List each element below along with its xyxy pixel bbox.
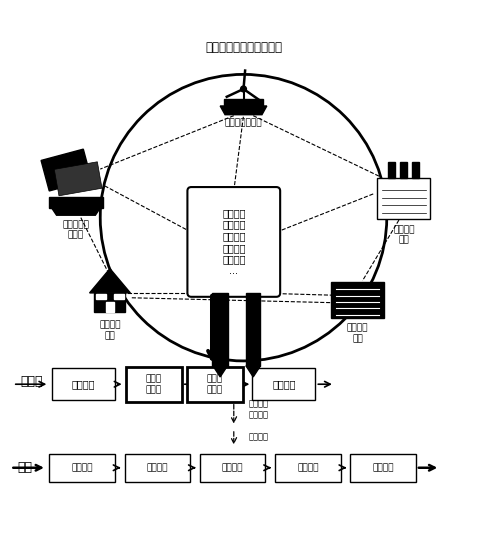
Bar — [252, 369, 316, 400]
Polygon shape — [213, 366, 227, 377]
Text: 父链区块: 父链区块 — [147, 463, 168, 472]
Bar — [350, 453, 416, 482]
Polygon shape — [246, 293, 261, 366]
Bar — [125, 453, 190, 482]
Text: 父链区块: 父链区块 — [71, 463, 93, 472]
Bar — [200, 453, 265, 482]
Polygon shape — [246, 366, 261, 377]
Bar — [388, 162, 395, 178]
Polygon shape — [220, 106, 267, 115]
Text: 某区域的分布式发电系统: 某区域的分布式发电系统 — [205, 41, 282, 54]
Bar — [275, 453, 340, 482]
Text: 执行调
度策略: 执行调 度策略 — [146, 375, 162, 394]
Bar — [94, 293, 126, 312]
Text: 制定智
能合约: 制定智 能合约 — [206, 375, 223, 394]
Bar — [400, 162, 407, 178]
Text: 父链: 父链 — [18, 461, 33, 474]
Bar — [41, 149, 92, 191]
Bar — [187, 366, 243, 401]
Text: 分布式太阳
能发电: 分布式太阳 能发电 — [62, 220, 90, 240]
Text: 某子链: 某子链 — [20, 375, 43, 388]
Text: 发电特性
用电特性
电网结构
边界条件
功率匹配
...: 发电特性 用电特性 电网结构 边界条件 功率匹配 ... — [222, 208, 245, 276]
Text: 父链区块: 父链区块 — [297, 463, 318, 472]
FancyBboxPatch shape — [187, 187, 280, 297]
Bar — [106, 301, 114, 312]
Polygon shape — [52, 208, 100, 215]
Text: 子链区块: 子链区块 — [272, 379, 296, 389]
Bar — [96, 294, 106, 299]
Text: 父链区块: 父链区块 — [222, 463, 244, 472]
Bar — [224, 98, 263, 106]
Text: 居民电力
用户: 居民电力 用户 — [99, 321, 121, 340]
Bar — [55, 162, 102, 196]
Text: 工业电力
用户: 工业电力 用户 — [393, 225, 414, 245]
Bar — [52, 369, 115, 400]
Polygon shape — [90, 269, 131, 293]
Bar — [49, 453, 115, 482]
Bar — [377, 178, 431, 219]
Bar — [114, 294, 124, 299]
Text: 父链区块: 父链区块 — [373, 463, 394, 472]
Text: 定期发送
电量信息: 定期发送 电量信息 — [248, 399, 268, 419]
Text: 商业电力
用户: 商业电力 用户 — [347, 323, 368, 343]
Bar — [331, 282, 384, 318]
Text: 分散式风力发电: 分散式风力发电 — [225, 119, 262, 127]
Bar — [49, 197, 103, 208]
Bar — [126, 366, 182, 401]
Bar — [412, 162, 419, 178]
Circle shape — [241, 86, 246, 92]
Polygon shape — [212, 293, 228, 366]
Text: 了链区块: 了链区块 — [72, 379, 95, 389]
Text: 响应反馈: 响应反馈 — [248, 433, 268, 441]
